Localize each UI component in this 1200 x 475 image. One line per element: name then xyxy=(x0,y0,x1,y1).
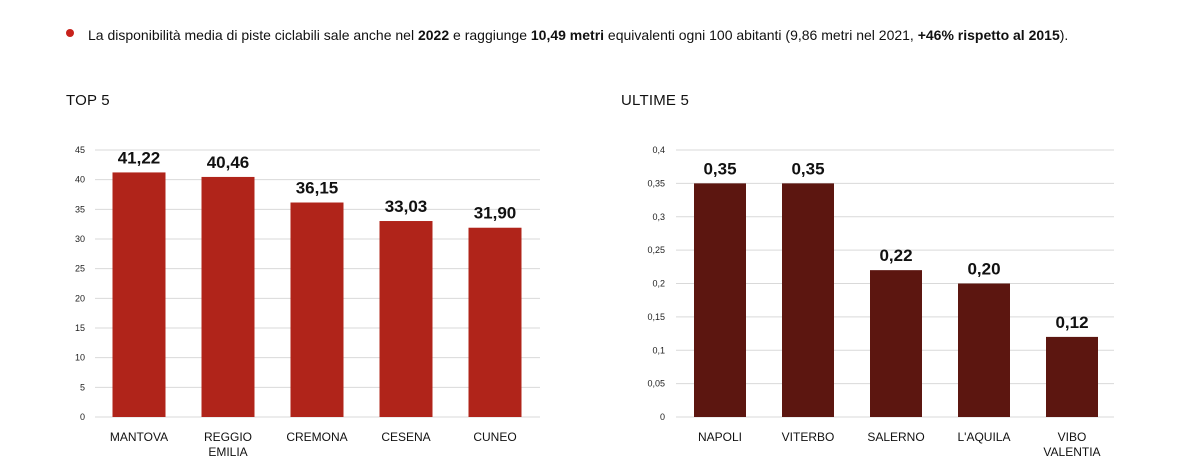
chart-title-ultime5: ULTIME 5 xyxy=(621,92,690,109)
bullet-icon xyxy=(66,29,74,37)
x-tick-label: VIBO VALENTIA xyxy=(1043,430,1100,459)
y-tick-label: 10 xyxy=(75,353,85,363)
bar xyxy=(201,176,255,417)
x-tick-label-line: VITERBO xyxy=(782,430,835,444)
summary-text-part: 2022 xyxy=(417,27,450,43)
y-tick-label: 0,2 xyxy=(652,279,665,289)
summary-text-part: equivalenti ogni 100 abitanti (9,86 metr… xyxy=(604,27,918,43)
summary-text: La disponibilità media di piste ciclabil… xyxy=(88,26,1126,44)
y-tick-label: 0,1 xyxy=(652,345,665,355)
summary-text-part: ). xyxy=(1059,27,1069,43)
y-tick-label: 0,25 xyxy=(647,245,665,255)
bar xyxy=(468,227,522,417)
x-tick-label-line: EMILIA xyxy=(208,445,247,459)
summary-text-part: +46% rispetto al 2015 xyxy=(917,27,1060,43)
y-tick-label: 0 xyxy=(660,412,665,422)
x-tick-label-line: MANTOVA xyxy=(110,430,168,444)
bar xyxy=(958,283,1010,417)
bar xyxy=(870,270,922,417)
data-label: 31,90 xyxy=(474,204,517,223)
x-tick-label-line: CREMONA xyxy=(286,430,347,444)
x-tick-label-line: REGGIO xyxy=(204,430,252,444)
data-label: 40,46 xyxy=(207,153,250,172)
y-tick-label: 20 xyxy=(75,293,85,303)
summary-text-part: La disponibilità media di piste ciclabil… xyxy=(88,27,418,43)
y-tick-label: 45 xyxy=(75,145,85,155)
y-tick-label: 5 xyxy=(80,382,85,392)
x-tick-label: CESENA xyxy=(381,430,430,444)
x-tick-label: CUNEO xyxy=(473,430,516,444)
x-tick-label-line: CESENA xyxy=(381,430,430,444)
x-tick-label-line: VALENTIA xyxy=(1043,445,1100,459)
x-tick-label: L'AQUILA xyxy=(958,430,1011,444)
bar xyxy=(1046,336,1098,417)
y-tick-label: 0,3 xyxy=(652,212,665,222)
y-tick-label: 0 xyxy=(80,412,85,422)
x-tick-label-line: VIBO xyxy=(1058,430,1087,444)
y-tick-label: 0,05 xyxy=(647,379,665,389)
x-tick-label-line: SALERNO xyxy=(867,430,924,444)
bar xyxy=(694,183,746,417)
x-tick-label-line: L'AQUILA xyxy=(958,430,1011,444)
y-tick-label: 30 xyxy=(75,234,85,244)
x-tick-label: CREMONA xyxy=(286,430,347,444)
y-tick-label: 40 xyxy=(75,175,85,185)
summary-text-part: e raggiunge xyxy=(449,27,531,43)
y-tick-label: 0,35 xyxy=(647,178,665,188)
y-tick-label: 25 xyxy=(75,264,85,274)
bar xyxy=(782,183,834,417)
x-tick-label: REGGIO EMILIA xyxy=(204,430,252,459)
chart-title-top5: TOP 5 xyxy=(66,92,110,109)
x-tick-label-line: NAPOLI xyxy=(698,430,742,444)
x-tick-label: SALERNO xyxy=(867,430,924,444)
bar xyxy=(379,221,433,417)
y-tick-label: 0,4 xyxy=(652,145,665,155)
y-tick-label: 0,15 xyxy=(647,312,665,322)
data-label: 33,03 xyxy=(385,197,428,216)
summary-note: La disponibilità media di piste ciclabil… xyxy=(66,26,1126,44)
y-tick-label: 35 xyxy=(75,204,85,214)
data-label: 0,12 xyxy=(1055,313,1088,332)
y-tick-label: 15 xyxy=(75,323,85,333)
data-label: 0,35 xyxy=(791,159,824,178)
bar-chart-top5: 0 5 10 15 20 25 30 35 40 45 41,22 MANTOVA 40,46 REGGI… xyxy=(75,145,540,459)
summary-text-part: 10,49 metri xyxy=(530,27,605,43)
x-tick-label: VITERBO xyxy=(782,430,835,444)
x-tick-label: MANTOVA xyxy=(110,430,168,444)
data-label: 0,20 xyxy=(967,260,1000,279)
data-label: 0,22 xyxy=(879,246,912,265)
bar xyxy=(112,172,166,417)
data-label: 36,15 xyxy=(296,179,339,198)
x-tick-label-line: CUNEO xyxy=(473,430,516,444)
x-tick-label: NAPOLI xyxy=(698,430,742,444)
data-label: 0,35 xyxy=(703,159,736,178)
data-label: 41,22 xyxy=(118,148,161,167)
bar xyxy=(290,202,344,417)
